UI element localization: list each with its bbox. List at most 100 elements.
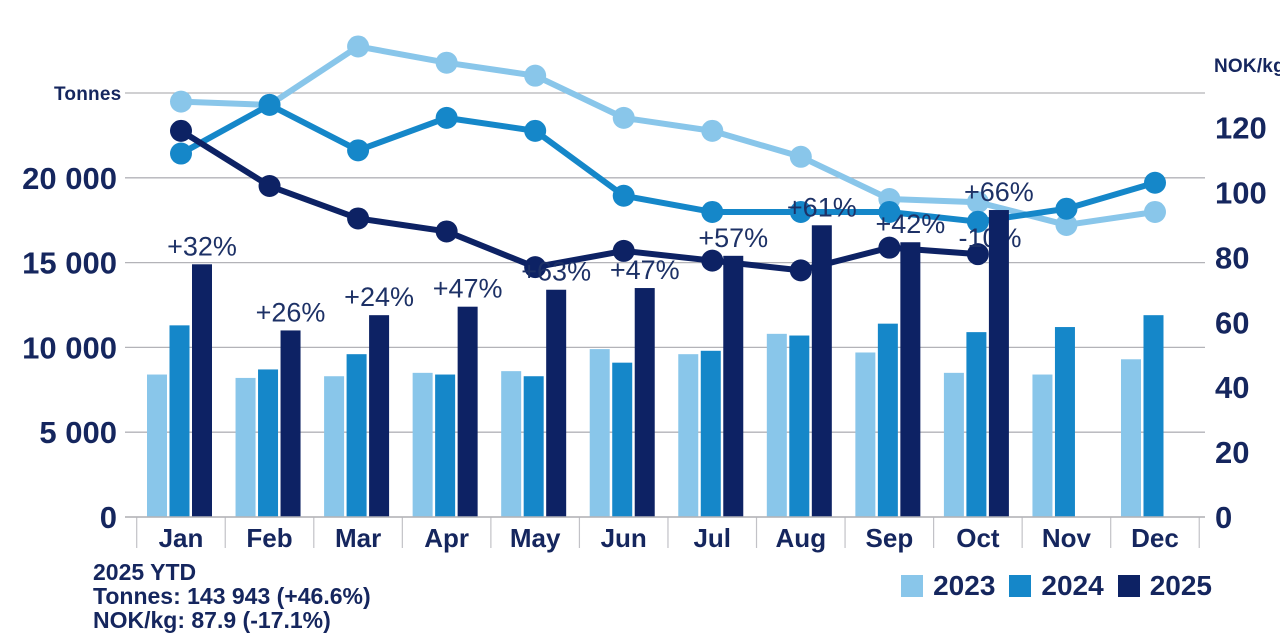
- bar-2023-Aug: [766, 333, 787, 517]
- right-tick-100: 100: [1215, 176, 1267, 211]
- month-label-feb: Feb: [246, 523, 292, 553]
- legend-item-2024: 2024: [1009, 570, 1104, 602]
- left-tick-0: 0: [100, 500, 117, 535]
- bar-2024-Jul: [700, 350, 721, 517]
- bar-2024-Dec: [1143, 315, 1164, 517]
- price-dot-2023-Dec: [1143, 200, 1166, 223]
- ytd-summary: 2025 YTD Tonnes: 143 943 (+46.6%) NOK/kg…: [93, 560, 371, 632]
- price-line-2025: [178, 127, 981, 274]
- legend-item-2023: 2023: [901, 570, 995, 602]
- price-dot-2025-Jul: [701, 249, 724, 272]
- right-tick-60: 60: [1215, 305, 1249, 340]
- left-tick-15000: 15 000: [22, 246, 117, 281]
- right-tick-40: 40: [1215, 370, 1249, 405]
- legend-swatch-2025: [1117, 575, 1140, 597]
- month-label-mar: Mar: [335, 523, 381, 553]
- price-dot-2024-Oct: [966, 210, 989, 233]
- growth-label-Oct: +66%: [964, 177, 1034, 207]
- growth-label-Mar: +24%: [344, 282, 414, 312]
- left-axis-title: Tonnes: [54, 84, 122, 105]
- price-dot-2024-Jul: [701, 200, 724, 223]
- month-label-jul: Jul: [693, 523, 731, 553]
- growth-label-Feb: +26%: [256, 297, 326, 327]
- bar-2023-Sep: [855, 352, 876, 517]
- price-dot-2024-Jan: [170, 142, 192, 165]
- bar-2025-Sep: [900, 242, 921, 518]
- legend: 2023 2024 2025: [901, 570, 1212, 602]
- month-label-nov: Nov: [1042, 523, 1092, 553]
- price-dot-2025-Mar: [347, 207, 370, 230]
- price-dot-2025-Jun: [612, 239, 635, 262]
- price-dot-2024-Sep: [878, 200, 901, 223]
- bar-2025-Mar: [369, 315, 390, 517]
- bar-2024-Jan: [169, 325, 190, 517]
- bar-2024-Aug: [789, 335, 810, 517]
- price-dot-2025-Oct: [966, 243, 989, 266]
- bar-2023-Apr: [412, 372, 433, 517]
- growth-label-Jul: +57%: [698, 223, 768, 253]
- price-line-2023: [178, 43, 1158, 228]
- growth-label-Sep: +42%: [875, 209, 945, 239]
- price-dot-2023-Jun: [612, 106, 635, 129]
- legend-label-2025: 2025: [1149, 570, 1212, 601]
- bar-2024-Mar: [346, 354, 367, 517]
- legend-label-2023: 2023: [933, 570, 996, 601]
- price-dot-2023-Apr: [435, 51, 458, 74]
- price-dot-2025-Feb: [258, 175, 281, 198]
- right-tick-120: 120: [1215, 111, 1267, 146]
- bar-2025-Jun: [634, 288, 655, 517]
- ytd-title: 2025 YTD: [93, 559, 197, 585]
- bar-2023-Dec: [1120, 359, 1141, 517]
- bar-2023-Oct: [943, 372, 964, 517]
- month-label-apr: Apr: [424, 523, 469, 553]
- price-dot-2023-Mar: [347, 35, 370, 58]
- bar-2024-Nov: [1054, 327, 1075, 517]
- right-axis-title: NOK/kg: [1214, 56, 1280, 77]
- month-label-dec: Dec: [1131, 523, 1179, 553]
- price-dot-2025-May: [524, 256, 547, 279]
- legend-swatch-2023: [901, 575, 924, 597]
- price-dot-2024-Aug: [789, 200, 812, 223]
- legend-label-2024: 2024: [1041, 570, 1104, 601]
- right-tick-0: 0: [1215, 500, 1232, 535]
- bar-2025-Jan: [192, 264, 212, 517]
- ytd-nok: NOK/kg: 87.9 (-17.1%): [93, 607, 331, 633]
- bar-2025-Apr: [457, 306, 478, 517]
- price-dot-2023-May: [524, 64, 547, 87]
- month-label-jun: Jun: [601, 523, 647, 553]
- bar-2024-May: [523, 376, 544, 517]
- bar-2023-Mar: [324, 376, 345, 517]
- price-dot-2025-Jan: [170, 119, 192, 142]
- bar-2024-Jun: [612, 362, 633, 517]
- bar-2024-Apr: [435, 374, 456, 517]
- price-dot-2023-Aug: [789, 145, 812, 168]
- ytd-tonnes: Tonnes: 143 943 (+46.6%): [93, 583, 371, 609]
- bar-2025-May: [546, 289, 567, 517]
- growth-label-May: +63%: [521, 257, 591, 287]
- price-dot-2024-Dec: [1143, 171, 1166, 194]
- right-tick-20: 20: [1215, 435, 1249, 470]
- price-dot-2023-Nov: [1055, 213, 1078, 236]
- bar-2024-Sep: [877, 323, 898, 517]
- price-dot-2024-Jun: [612, 184, 635, 207]
- growth-label-Aug: +61%: [787, 192, 857, 222]
- bar-2025-Aug: [811, 225, 832, 517]
- growth-label-Apr: +47%: [433, 274, 503, 304]
- price-dot-2025-Aug: [789, 259, 812, 282]
- bar-2023-Jan: [147, 374, 167, 517]
- bar-2025-Feb: [280, 330, 301, 517]
- bar-2023-Jul: [678, 354, 699, 517]
- right-tick-80: 80: [1215, 240, 1249, 275]
- month-label-aug: Aug: [776, 523, 827, 553]
- left-tick-20000: 20 000: [22, 161, 117, 196]
- growth-label-Jun: +47%: [610, 255, 680, 285]
- bar-2025-Oct: [988, 210, 1009, 518]
- bar-2023-Feb: [235, 377, 256, 517]
- price-dot-2024-Apr: [435, 106, 458, 129]
- month-label-jan: Jan: [159, 523, 204, 553]
- price-dot-2025-Apr: [435, 220, 458, 243]
- growth-label-Jan: +32%: [167, 231, 237, 261]
- bar-2023-May: [501, 371, 522, 517]
